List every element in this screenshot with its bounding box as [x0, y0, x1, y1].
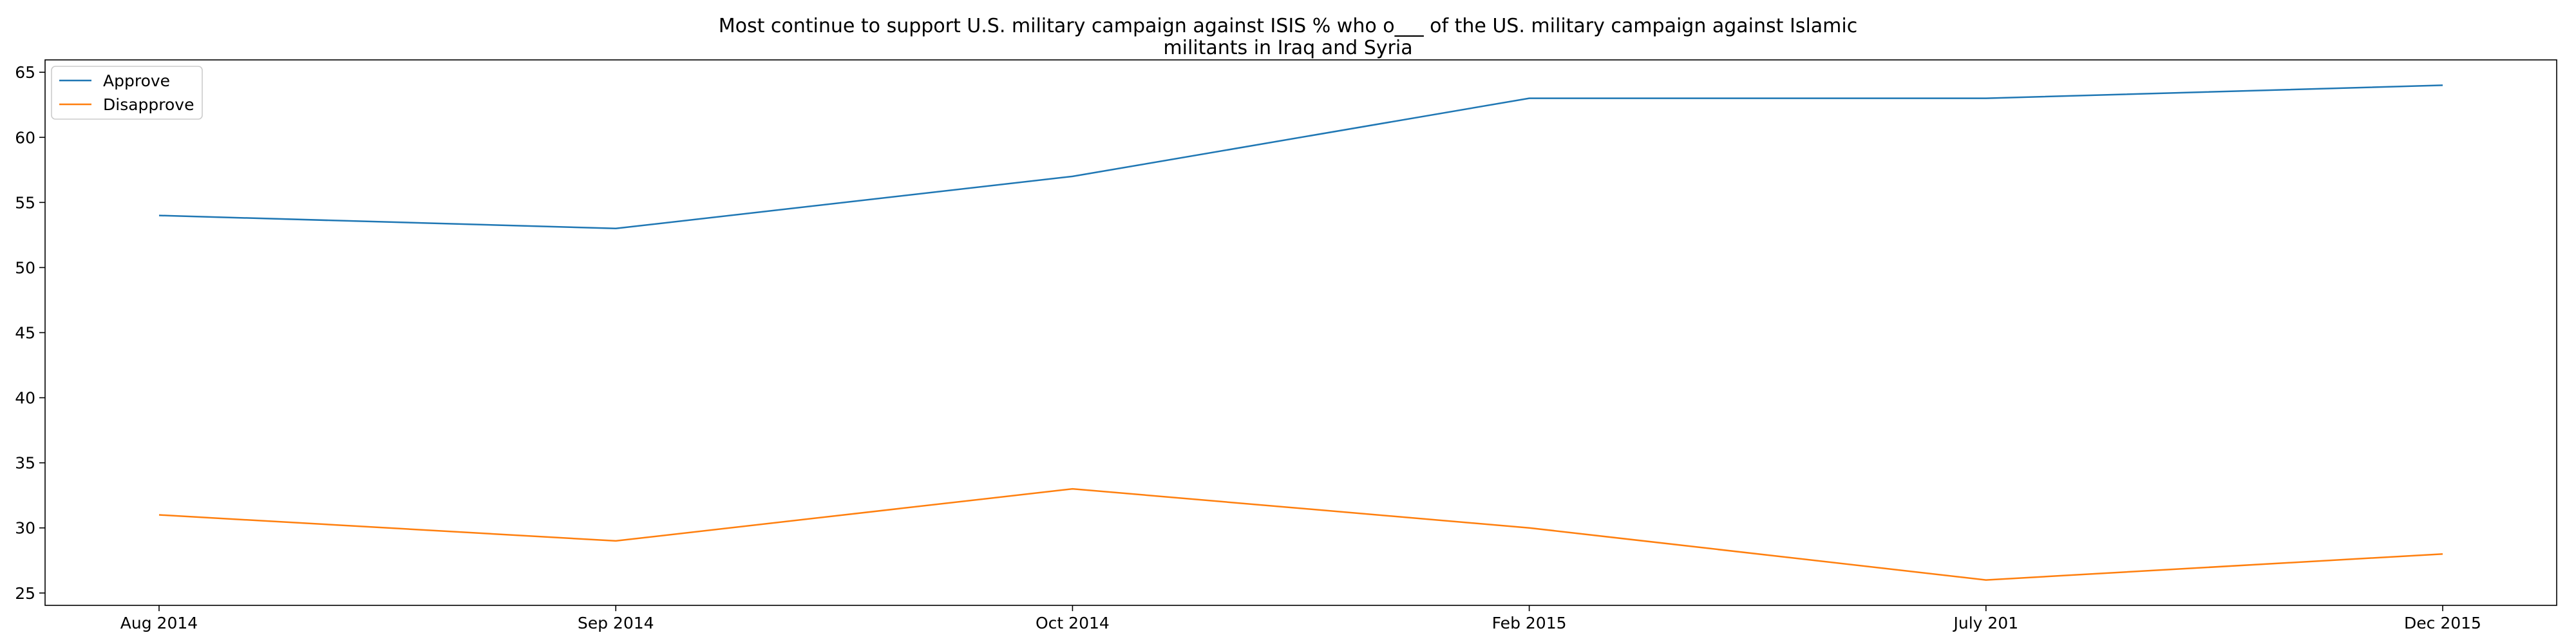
x-tick-label: July 201 — [1952, 614, 2018, 632]
y-axis: 25 30 35 40 45 50 55 60 65 — [15, 63, 45, 603]
x-axis: Aug 2014 Sep 2014 Oct 2014 Feb 2015 July 201… — [120, 605, 2481, 632]
y-tick-label: 30 — [15, 519, 35, 538]
x-tick-label: Sep 2014 — [578, 614, 654, 632]
series-line-disapprove — [158, 488, 2443, 581]
y-tick-label: 65 — [15, 63, 35, 82]
chart-title-line-1: Most continue to support U.S. military c… — [719, 15, 1857, 37]
legend: Approve Disapprove — [51, 66, 203, 120]
y-tick-label: 45 — [15, 324, 35, 343]
x-tick-label: Feb 2015 — [1492, 614, 1567, 632]
x-tick-label: Dec 2015 — [2404, 614, 2481, 632]
y-tick-label: 60 — [15, 128, 35, 147]
legend-disapprove-label: Disapprove — [103, 95, 194, 114]
y-tick-label: 25 — [15, 584, 35, 603]
chart-title-line-2: militants in Iraq and Syria — [1163, 37, 1412, 59]
y-tick-label: 35 — [15, 454, 35, 473]
y-tick-label: 40 — [15, 389, 35, 408]
plot-area — [44, 59, 2557, 606]
series-line-approve — [158, 84, 2443, 230]
y-tick-label: 50 — [15, 258, 35, 277]
y-tick-label: 55 — [15, 193, 35, 212]
legend-box — [51, 66, 203, 120]
x-tick-label: Aug 2014 — [120, 614, 198, 632]
x-tick-label: Oct 2014 — [1036, 614, 1110, 632]
legend-approve-label: Approve — [103, 71, 170, 90]
series-lines — [158, 84, 2443, 581]
